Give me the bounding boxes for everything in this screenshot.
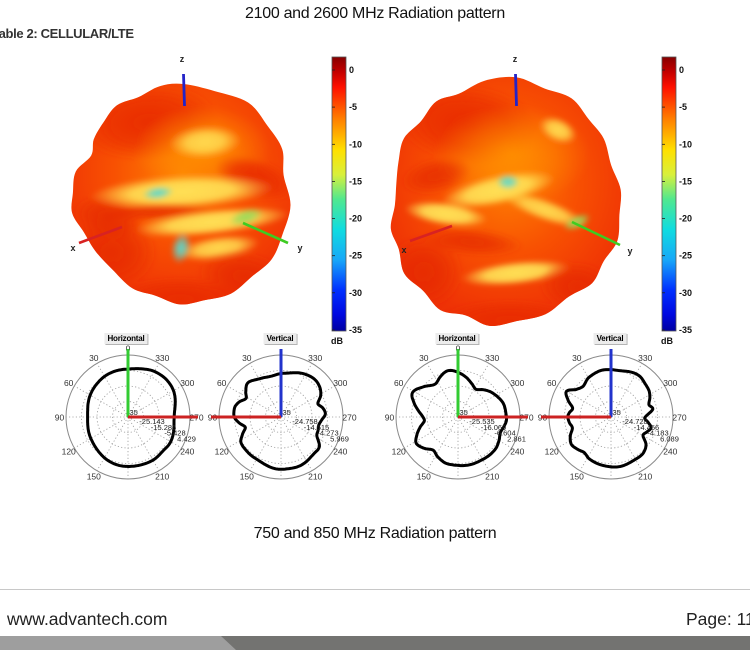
svg-text:35: 35	[130, 408, 138, 417]
svg-text:-15: -15	[349, 176, 362, 186]
svg-text:-24.728: -24.728	[622, 417, 647, 426]
svg-text:-25: -25	[349, 251, 362, 261]
svg-text:90: 90	[385, 412, 395, 422]
svg-text:-5: -5	[349, 102, 357, 112]
svg-text:0: 0	[456, 343, 461, 353]
svg-text:35: 35	[460, 408, 468, 417]
svg-text:270: 270	[342, 412, 356, 422]
svg-text:-25.535: -25.535	[469, 417, 494, 426]
svg-text:240: 240	[510, 447, 524, 457]
svg-text:x: x	[401, 245, 406, 255]
svg-text:270: 270	[672, 412, 686, 422]
svg-text:30: 30	[242, 353, 252, 363]
svg-text:150: 150	[417, 472, 431, 482]
svg-text:120: 120	[62, 446, 76, 456]
svg-text:dB: dB	[661, 336, 673, 346]
svg-text:150: 150	[87, 472, 101, 482]
svg-text:300: 300	[180, 378, 194, 388]
svg-text:0: 0	[349, 65, 354, 75]
svg-text:5.969: 5.969	[330, 434, 349, 443]
svg-text:300: 300	[663, 378, 677, 388]
svg-text:240: 240	[333, 447, 347, 457]
svg-text:120: 120	[392, 446, 406, 456]
svg-text:60: 60	[547, 378, 557, 388]
svg-text:210: 210	[485, 472, 499, 482]
svg-text:0: 0	[679, 65, 684, 75]
svg-text:-14.515: -14.515	[304, 423, 329, 432]
svg-text:-10: -10	[349, 139, 362, 149]
svg-text:35: 35	[283, 408, 291, 417]
svg-text:330: 330	[638, 353, 652, 363]
svg-text:330: 330	[485, 353, 499, 363]
svg-text:210: 210	[155, 472, 169, 482]
svg-text:210: 210	[308, 472, 322, 482]
svg-text:120: 120	[545, 446, 559, 456]
svg-text:120: 120	[215, 446, 229, 456]
svg-text:30: 30	[89, 353, 99, 363]
svg-text:z: z	[513, 54, 518, 64]
svg-text:0: 0	[126, 343, 131, 353]
svg-text:30: 30	[419, 353, 429, 363]
svg-text:y: y	[297, 243, 302, 253]
svg-text:-16.069: -16.069	[481, 423, 506, 432]
svg-text:-14.456: -14.456	[634, 423, 659, 432]
svg-text:-35: -35	[349, 325, 362, 335]
svg-text:240: 240	[180, 447, 194, 457]
svg-text:150: 150	[240, 472, 254, 482]
svg-text:6.089: 6.089	[660, 434, 679, 443]
svg-text:-10: -10	[679, 139, 692, 149]
svg-text:-15.286: -15.286	[151, 423, 176, 432]
svg-text:-4.183: -4.183	[647, 429, 668, 438]
svg-text:dB: dB	[331, 336, 343, 346]
svg-text:-35: -35	[679, 325, 692, 335]
svg-text:z: z	[180, 54, 185, 64]
svg-text:y: y	[627, 246, 632, 256]
svg-text:-25.143: -25.143	[139, 417, 164, 426]
svg-text:-5.428: -5.428	[164, 429, 185, 438]
svg-text:-15: -15	[679, 176, 692, 186]
svg-text:90: 90	[55, 412, 65, 422]
svg-text:-4.273: -4.273	[317, 429, 338, 438]
svg-text:60: 60	[217, 378, 227, 388]
svg-text:x: x	[70, 243, 75, 253]
svg-text:60: 60	[64, 378, 74, 388]
svg-text:300: 300	[510, 378, 524, 388]
svg-text:-30: -30	[679, 288, 692, 298]
svg-text:-20: -20	[349, 214, 362, 224]
svg-text:210: 210	[638, 472, 652, 482]
svg-text:300: 300	[333, 378, 347, 388]
svg-text:330: 330	[308, 353, 322, 363]
svg-text:-25: -25	[679, 251, 692, 261]
svg-text:35: 35	[613, 408, 621, 417]
svg-text:240: 240	[663, 447, 677, 457]
svg-text:-5: -5	[679, 102, 687, 112]
svg-text:150: 150	[570, 472, 584, 482]
svg-text:60: 60	[394, 378, 404, 388]
svg-text:-30: -30	[349, 288, 362, 298]
svg-text:2.861: 2.861	[507, 434, 526, 443]
svg-text:-6.604: -6.604	[494, 429, 515, 438]
svg-text:-20: -20	[679, 214, 692, 224]
svg-text:330: 330	[155, 353, 169, 363]
svg-text:4.429: 4.429	[177, 434, 196, 443]
svg-text:30: 30	[572, 353, 582, 363]
svg-text:-24.758: -24.758	[292, 417, 317, 426]
